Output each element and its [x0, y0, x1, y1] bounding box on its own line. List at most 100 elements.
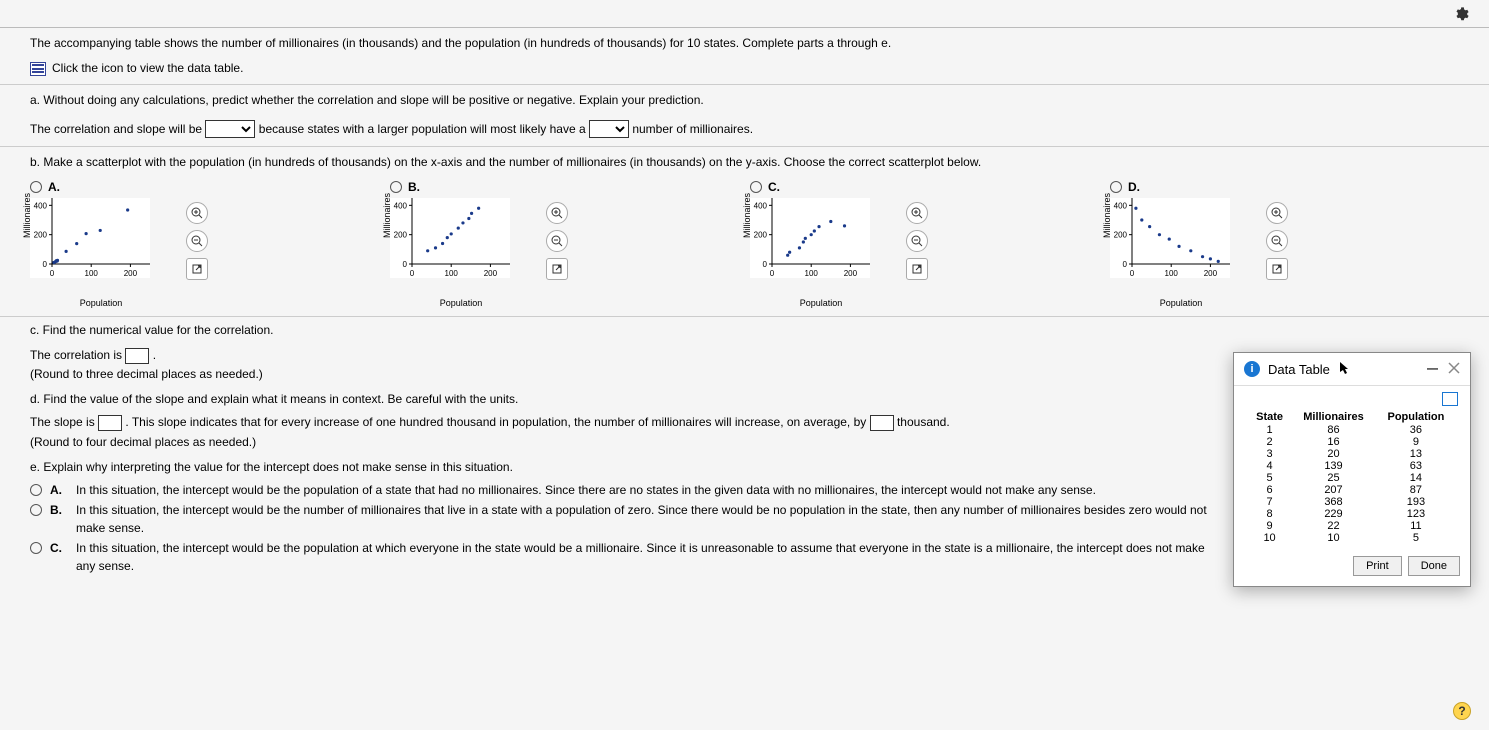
svg-text:400: 400 [754, 201, 768, 210]
part-e-option-label: A. [50, 481, 68, 499]
ylabel: Millionaires [1102, 193, 1112, 238]
scatter-option-d-radio[interactable] [1110, 181, 1122, 193]
svg-text:0: 0 [763, 260, 768, 269]
part-c-prompt: c. Find the numerical value for the corr… [30, 321, 1459, 340]
svg-text:0: 0 [50, 269, 55, 278]
table-row: 92211 [1248, 520, 1456, 532]
info-icon: i [1244, 361, 1260, 377]
help-button[interactable]: ? [1453, 702, 1471, 720]
scatterplot-a: Millionaires 02004000100200 [30, 198, 180, 298]
correlation-slope-select[interactable] [205, 120, 255, 138]
svg-text:0: 0 [410, 269, 415, 278]
svg-text:200: 200 [484, 269, 498, 278]
zoom-out-icon[interactable] [546, 230, 568, 252]
table-row: 8229123 [1248, 508, 1456, 520]
part-c-text-2: . [153, 348, 156, 362]
expand-icon[interactable] [546, 258, 568, 280]
table-row: 32013 [1248, 448, 1456, 460]
close-icon[interactable] [1448, 362, 1460, 377]
zoom-in-icon[interactable] [546, 202, 568, 224]
svg-text:200: 200 [1114, 230, 1128, 239]
zoom-in-icon[interactable] [186, 202, 208, 224]
expand-icon[interactable] [906, 258, 928, 280]
zoom-out-icon[interactable] [1266, 230, 1288, 252]
table-row: 18636 [1248, 424, 1456, 436]
table-row: 10105 [1248, 532, 1456, 544]
minimize-icon[interactable]: — [1427, 363, 1438, 375]
part-a-prompt: a. Without doing any calculations, predi… [30, 91, 1459, 110]
svg-text:100: 100 [1165, 269, 1179, 278]
data-table-dialog: i Data Table — StateMillionairesPopulati… [1233, 352, 1471, 587]
data-table-link[interactable]: Click the icon to view the data table. [52, 59, 243, 78]
xlabel: Population [390, 298, 510, 308]
part-c-text-1: The correlation is [30, 348, 122, 362]
part-e-option-text: In this situation, the intercept would b… [76, 481, 1096, 499]
scatter-option-c-radio[interactable] [750, 181, 762, 193]
intro-text: The accompanying table shows the number … [30, 34, 1459, 53]
column-header: Millionaires [1291, 410, 1376, 424]
table-row: 413963 [1248, 460, 1456, 472]
ylabel: Millionaires [382, 193, 392, 238]
correlation-input[interactable] [125, 348, 149, 364]
column-header: Population [1376, 410, 1456, 424]
part-a-text-1: The correlation and slope will be [30, 122, 202, 136]
svg-text:200: 200 [754, 230, 768, 239]
part-e-option-a-radio[interactable] [30, 484, 42, 496]
part-e-option-label: C. [50, 539, 68, 557]
svg-text:200: 200 [124, 269, 138, 278]
svg-text:200: 200 [34, 230, 48, 239]
part-d-text-1: The slope is [30, 415, 95, 429]
svg-text:100: 100 [85, 269, 99, 278]
part-d-text-2: . This slope indicates that for every in… [125, 415, 866, 429]
scatterplot-b: Millionaires 02004000100200 [390, 198, 540, 298]
table-row: 52514 [1248, 472, 1456, 484]
svg-text:400: 400 [34, 201, 48, 210]
scatter-option-a-label: A. [48, 180, 60, 194]
cursor-icon [1340, 362, 1350, 377]
ylabel: Millionaires [22, 193, 32, 238]
scatterplot-c: Millionaires 02004000100200 [750, 198, 900, 298]
svg-text:100: 100 [445, 269, 459, 278]
done-button[interactable]: Done [1408, 556, 1460, 576]
slope-increase-input[interactable] [870, 415, 894, 431]
scatter-option-c-label: C. [768, 180, 780, 194]
zoom-out-icon[interactable] [906, 230, 928, 252]
copy-icon[interactable] [1442, 392, 1458, 406]
scatterplot-d: Millionaires 02004000100200 [1110, 198, 1260, 298]
xlabel: Population [750, 298, 870, 308]
part-e-option-b-radio[interactable] [30, 504, 42, 516]
zoom-out-icon[interactable] [186, 230, 208, 252]
slope-input[interactable] [98, 415, 122, 431]
xlabel: Population [1110, 298, 1230, 308]
ylabel: Millionaires [742, 193, 752, 238]
data-table: StateMillionairesPopulation 186362169320… [1248, 410, 1456, 544]
table-row: 620787 [1248, 484, 1456, 496]
svg-text:200: 200 [394, 230, 408, 239]
number-select[interactable] [589, 120, 629, 138]
scatter-option-d-label: D. [1128, 180, 1140, 194]
part-b-prompt: b. Make a scatterplot with the populatio… [30, 153, 1459, 172]
svg-text:0: 0 [770, 269, 775, 278]
scatter-option-a-radio[interactable] [30, 181, 42, 193]
column-header: State [1248, 410, 1291, 424]
part-a-text-3: number of millionaires. [632, 122, 753, 136]
print-button[interactable]: Print [1353, 556, 1402, 576]
gear-icon[interactable] [1453, 6, 1469, 25]
expand-icon[interactable] [1266, 258, 1288, 280]
data-table-icon[interactable] [30, 62, 46, 76]
zoom-in-icon[interactable] [906, 202, 928, 224]
zoom-in-icon[interactable] [1266, 202, 1288, 224]
table-row: 2169 [1248, 436, 1456, 448]
svg-text:400: 400 [1114, 201, 1128, 210]
part-e-option-text: In this situation, the intercept would b… [76, 539, 1210, 575]
svg-text:200: 200 [1204, 269, 1218, 278]
svg-text:400: 400 [394, 201, 408, 210]
svg-text:0: 0 [43, 260, 48, 269]
part-e-option-label: B. [50, 501, 68, 519]
part-e-option-c-radio[interactable] [30, 542, 42, 554]
expand-icon[interactable] [186, 258, 208, 280]
scatter-option-b-radio[interactable] [390, 181, 402, 193]
svg-text:0: 0 [403, 260, 408, 269]
svg-text:0: 0 [1123, 260, 1128, 269]
part-e-option-text: In this situation, the intercept would b… [76, 501, 1210, 537]
